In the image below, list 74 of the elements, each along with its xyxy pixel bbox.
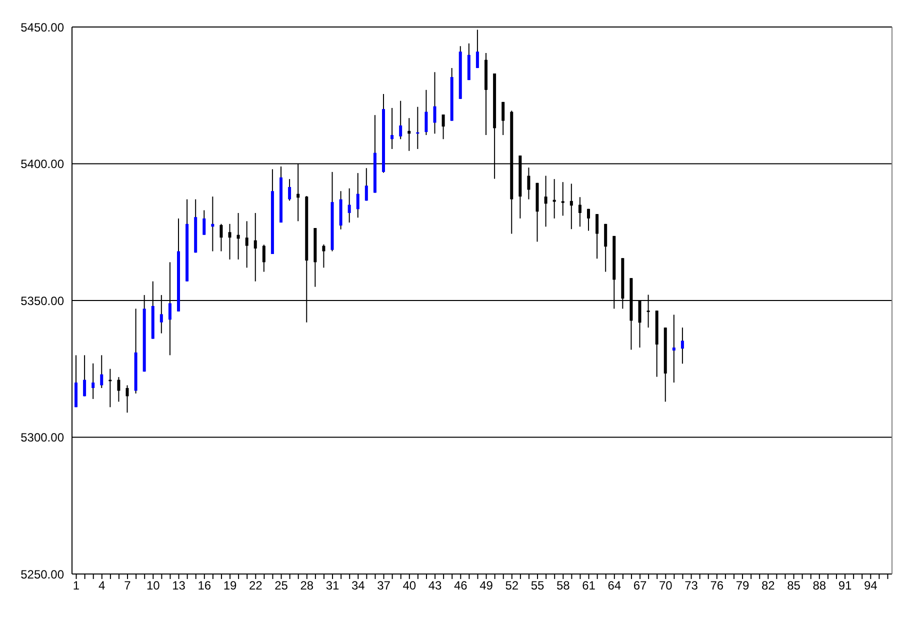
candlestick [502,101,505,136]
candlestick [544,175,548,228]
x-tick-label: 43 [428,578,442,593]
candlestick [578,196,582,228]
candlestick [552,178,556,219]
candlestick [348,188,351,224]
x-tick-label: 7 [124,578,132,593]
x-tick-label: 70 [658,578,673,593]
x-tick-label: 4 [98,578,106,593]
x-tick-label: 82 [761,578,776,593]
x-tick-label: 49 [480,578,494,593]
candlestick [672,314,676,384]
candlestick [570,183,573,230]
y-tick-label: 5400.00 [20,157,64,172]
y-tick-label: 5300.00 [20,430,64,445]
x-tick-label: 37 [377,578,391,593]
x-tick-label: 67 [633,578,648,593]
candlestick [442,114,445,140]
x-tick-label: 76 [710,578,724,593]
candlestick [390,107,394,150]
x-tick-label: 46 [454,578,468,593]
x-tick-label: 55 [530,578,545,593]
candlestick [604,223,608,272]
x-tick-label: 61 [582,578,596,593]
x-tick-label: 94 [864,578,878,593]
y-tick-label: 5250.00 [20,567,64,582]
x-tick-label: 1 [72,578,80,593]
y-tick-label: 5350.00 [20,294,64,308]
candlestick [262,244,266,272]
candlestick [92,362,95,400]
x-tick-label: 13 [172,578,186,593]
candlestick [322,244,326,268]
candlestick [211,196,214,252]
candlestick [399,100,402,140]
candlestick [364,168,368,202]
x-tick-label: 16 [198,578,212,593]
x-tick-label: 88 [812,578,826,593]
candlestick [288,178,292,202]
x-tick-label: 58 [556,578,570,593]
x-tick-label: 22 [248,578,263,593]
candlestick [228,223,232,260]
x-tick-label: 91 [838,578,852,593]
candlestick [680,327,684,364]
x-tick-label: 85 [787,578,801,593]
y-tick-label: 5450.00 [20,20,64,34]
x-tick-label: 34 [351,578,366,593]
candlestick [126,384,129,414]
candlestick [424,89,428,136]
candlestick [236,212,240,260]
x-tick-label: 19 [223,578,238,593]
candlestick [561,182,564,216]
candlestick [83,354,86,397]
candlestick [596,214,599,260]
candlestick [408,118,411,152]
candlestick [433,72,436,134]
candlestick [202,210,206,236]
x-tick-label: 31 [326,578,340,593]
candlestick [245,220,248,268]
x-tick-label: 52 [505,578,519,593]
x-tick-label: 64 [608,578,622,593]
candlestick [254,212,257,282]
candlestick [356,172,360,218]
candlestick [527,167,530,200]
x-tick-label: 40 [402,578,416,593]
x-tick-label: 73 [684,578,698,593]
candlestick [476,29,479,69]
x-tick-label: 10 [146,578,160,593]
candlestick [117,376,120,402]
x-tick-label: 28 [300,578,314,593]
x-tick-label: 25 [274,578,288,593]
candlestick [587,208,590,232]
candlestick [220,223,223,252]
x-tick-label: 79 [736,578,750,593]
candlestick [100,354,104,389]
